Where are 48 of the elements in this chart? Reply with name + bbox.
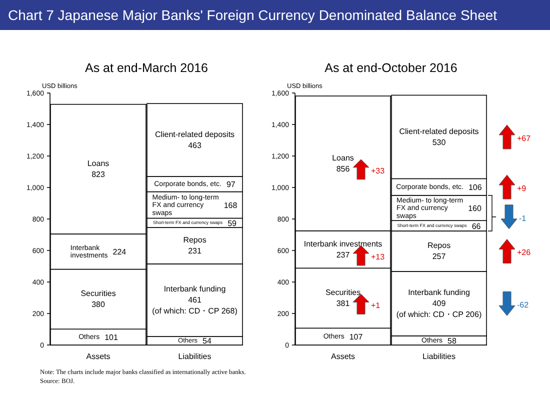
series-label: Repos bbox=[183, 236, 206, 245]
data-label: 54 bbox=[202, 336, 212, 346]
data-label: 856 bbox=[336, 164, 350, 174]
text: -1 bbox=[519, 214, 527, 223]
series-label: Repos bbox=[427, 241, 451, 250]
series-label: Loans bbox=[332, 153, 354, 162]
text: +9 bbox=[517, 184, 527, 194]
data-label: 106 bbox=[468, 183, 482, 192]
data-label: 101 bbox=[104, 333, 118, 342]
data-label: 461 (of which: CD・CP 268) bbox=[152, 296, 238, 316]
data-label: 380 bbox=[92, 300, 106, 310]
data-label: 231 bbox=[188, 246, 202, 256]
data-label: 107 bbox=[349, 332, 364, 342]
series-label: Client-related deposits bbox=[154, 130, 235, 140]
series-label: Securities bbox=[80, 289, 116, 298]
data-label: 409 (of which: CD・CP 206) bbox=[396, 299, 482, 320]
x-tick-label: Assets bbox=[330, 352, 356, 361]
data-label: 59 bbox=[228, 218, 238, 228]
series-label: Loans bbox=[87, 159, 110, 168]
x-tick-label: Liabilities bbox=[178, 352, 212, 361]
annotation: +1 bbox=[371, 301, 381, 310]
series-label: Client-related deposits bbox=[399, 126, 479, 136]
text: -62 bbox=[517, 300, 530, 310]
series-label: Interbank funding bbox=[164, 284, 226, 294]
data-label: 463 bbox=[188, 141, 202, 150]
data-label: 58 bbox=[448, 336, 458, 346]
series-label: Securities bbox=[325, 288, 361, 298]
data-label: 530 bbox=[432, 138, 446, 147]
x-tick-label: Liabilities bbox=[422, 352, 456, 361]
x-tick-label: Assets bbox=[86, 352, 110, 361]
data-label: 381 bbox=[336, 299, 350, 308]
data-label: 257 bbox=[432, 252, 446, 262]
text: +67 bbox=[517, 134, 532, 143]
data-label: 237 bbox=[336, 250, 350, 260]
series-label: Interbank investments bbox=[304, 239, 382, 248]
data-label: 66 bbox=[472, 222, 482, 231]
chart-title: As at end-October 2016 bbox=[324, 61, 458, 75]
data-label: 160 bbox=[468, 204, 482, 213]
annotation: +33 bbox=[371, 166, 386, 176]
data-label: 168 bbox=[224, 200, 238, 210]
data-label: 224 bbox=[112, 248, 127, 257]
data-label: 97 bbox=[226, 180, 236, 190]
chart-title: Chart 7 Japanese Major Banks' Foreign Currency Denominated Balance Sheet bbox=[8, 7, 498, 23]
series-label: Interbank funding bbox=[408, 288, 470, 298]
chart-subtitle: As at end-March 2016 bbox=[85, 61, 208, 75]
text: +26 bbox=[517, 248, 532, 258]
data-label: 823 bbox=[92, 170, 106, 180]
annotation: +13 bbox=[371, 252, 386, 262]
